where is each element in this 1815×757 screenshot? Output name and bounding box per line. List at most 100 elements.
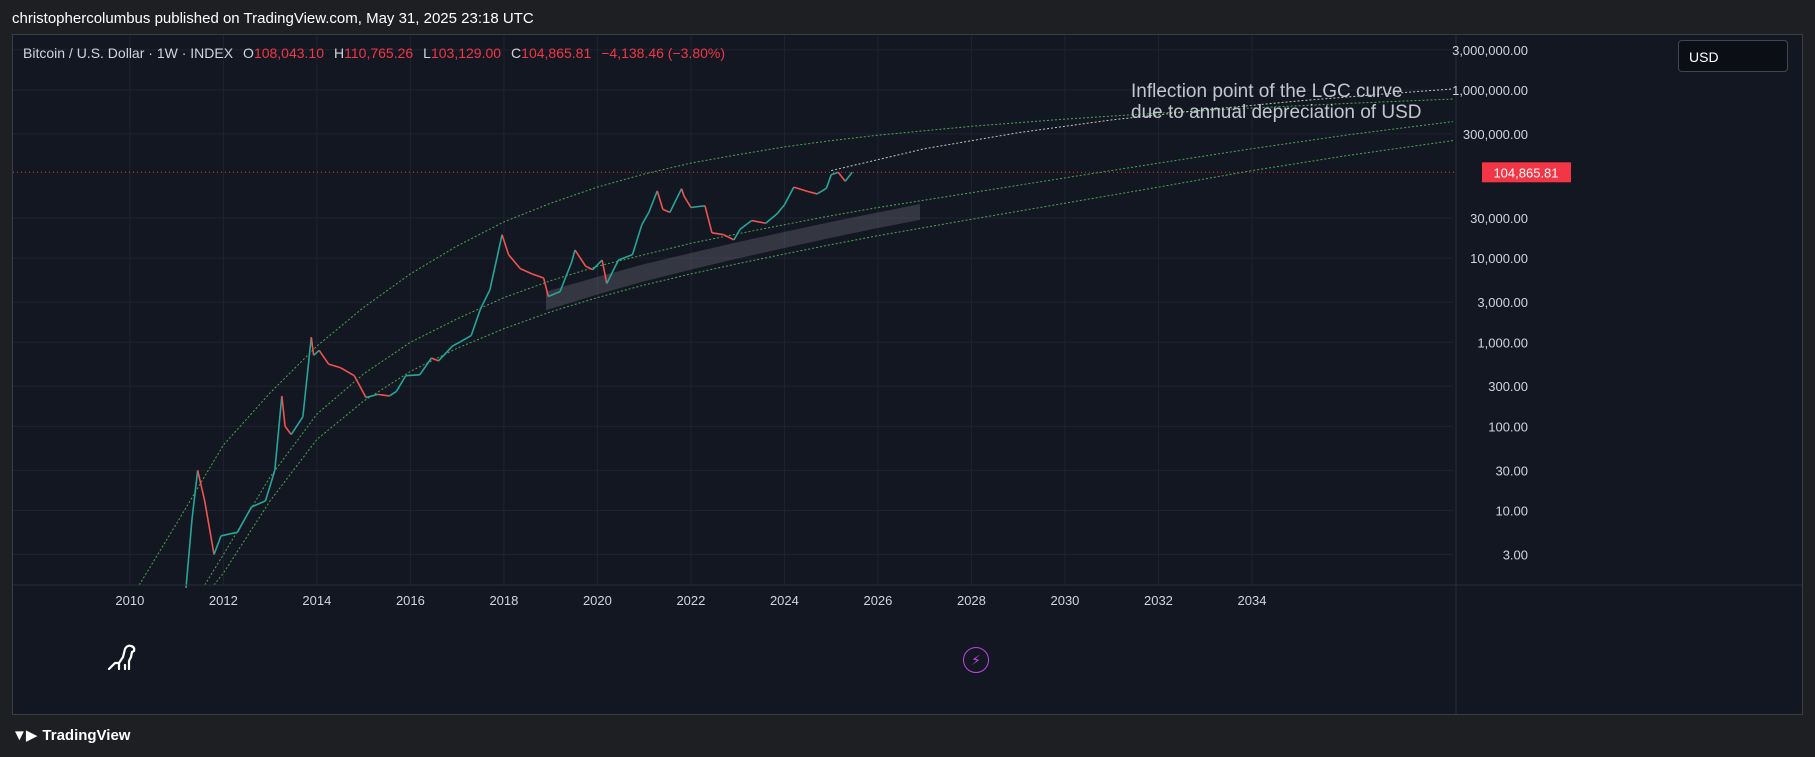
price-segment (733, 228, 741, 241)
y-tick-label: 3,000.00 (1477, 295, 1528, 310)
price-segment (507, 254, 521, 270)
close-label: C (511, 45, 522, 61)
low-value: 103,129.00 (430, 45, 502, 61)
last-price-badge (1482, 162, 1571, 183)
annotation-line-1: Inflection point of the LGC curve (1131, 81, 1403, 102)
price-segment (470, 308, 482, 336)
price-segment (459, 334, 472, 343)
price-segment (479, 289, 491, 310)
price-segment (570, 249, 576, 263)
x-tick-label: 2030 (1050, 593, 1079, 608)
price-segment (531, 273, 544, 279)
price-segment (220, 531, 238, 537)
symbol-name[interactable]: Bitcoin / U.S. Dollar · 1W · INDEX (23, 45, 234, 61)
footer-brand[interactable]: ▼▶ TradingView (12, 726, 131, 745)
price-segment (431, 357, 439, 362)
y-tick-label: 10.00 (1495, 503, 1528, 518)
x-tick-label: 2028 (957, 593, 986, 608)
price-segment (816, 187, 827, 195)
price-segment (592, 259, 603, 271)
price-segment (365, 393, 378, 399)
price-segment (395, 375, 407, 392)
price-segment (656, 190, 664, 210)
lightning-icon[interactable]: ⚡ (963, 647, 989, 673)
y-tick-label: 300,000.00 (1463, 127, 1528, 142)
last-price-label: 104,865.81 (1493, 165, 1558, 180)
price-segment (203, 500, 215, 555)
currency-selector[interactable]: USD (1678, 40, 1788, 72)
price-segment (377, 393, 390, 397)
price-segment (704, 205, 713, 234)
price-segment (606, 259, 620, 284)
price-segment (452, 341, 460, 347)
price-segment (284, 425, 292, 435)
price-series (185, 171, 853, 588)
middle-curve-line (204, 121, 1454, 586)
price-segment (662, 208, 671, 214)
price-chart[interactable]: 2010 2012 2014 2016 2018 2020 2022 2024 2026 2028… (13, 35, 1802, 714)
price-segment (601, 259, 608, 284)
price-segment (690, 204, 706, 209)
x-tick-label: 2014 (302, 593, 331, 608)
price-segment (669, 188, 683, 213)
projection-line (831, 88, 1454, 172)
x-tick-label: 2026 (863, 593, 892, 608)
price-segment (313, 349, 320, 356)
price-segment (776, 204, 786, 214)
open-label: O (243, 45, 254, 61)
price-segment (419, 357, 433, 376)
high-value: 110,765.26 (344, 45, 414, 61)
price-segment (437, 345, 454, 362)
price-segment (405, 374, 420, 377)
price-segment (328, 363, 341, 369)
price-segment (310, 337, 315, 356)
price-segment (339, 366, 355, 377)
x-tick-label: 2024 (770, 593, 799, 608)
annotation-line-2: due to annual depreciation of USD (1131, 102, 1422, 123)
chart-frame[interactable]: 2010 2012 2014 2016 2018 2020 2022 2024 2026 2028… (12, 34, 1803, 715)
price-segment (751, 219, 766, 225)
publisher-header: christophercolumbus published on Trading… (12, 10, 534, 27)
price-segment (574, 249, 587, 267)
price-segment (302, 337, 313, 417)
dino-icon[interactable] (105, 643, 139, 673)
price-segment (196, 470, 206, 502)
axes: 2010 2012 2014 2016 2018 2020 2022 2024 2026 2028… (13, 35, 1802, 714)
price-segment (489, 257, 498, 291)
price-segment (264, 470, 276, 502)
price-segment (501, 234, 510, 255)
y-tick-label: 30,000.00 (1470, 211, 1528, 226)
close-value: 104,865.81 (521, 45, 592, 61)
support-band-area (545, 204, 921, 311)
price-segment (388, 390, 397, 397)
price-segment (844, 171, 853, 182)
price-segment (213, 535, 222, 555)
footer-brand-label: TradingView (42, 726, 131, 744)
price-segment (496, 234, 503, 259)
price-segment (185, 518, 193, 588)
change-value: −4,138.46 (−3.80%) (601, 45, 726, 61)
price-segment (783, 186, 795, 206)
symbol-legend: Bitcoin / U.S. Dollar · 1W · INDEX O108,0… (23, 45, 725, 61)
price-segment (631, 224, 643, 255)
x-tick-label: 2016 (396, 593, 425, 608)
price-segment (825, 174, 832, 189)
price-segment (191, 470, 199, 519)
high-label: H (334, 45, 345, 61)
price-segment (542, 277, 550, 297)
x-tick-label: 2012 (209, 593, 238, 608)
price-segment (680, 188, 685, 197)
support-band (545, 204, 921, 311)
chart-annotation: Inflection point of the LGC curve due to… (1131, 81, 1421, 123)
y-tick-label: 1,000.00 (1477, 335, 1528, 350)
y-tick-label: 300.00 (1488, 379, 1528, 394)
price-segment (519, 267, 533, 275)
price-segment (648, 190, 659, 213)
x-tick-label: 2010 (115, 593, 144, 608)
low-label: L (423, 45, 431, 61)
lower-curve-line (213, 140, 1454, 586)
price-segment (236, 506, 253, 533)
price-segment (274, 395, 283, 471)
price-segment (559, 261, 573, 292)
grid (13, 35, 1453, 585)
